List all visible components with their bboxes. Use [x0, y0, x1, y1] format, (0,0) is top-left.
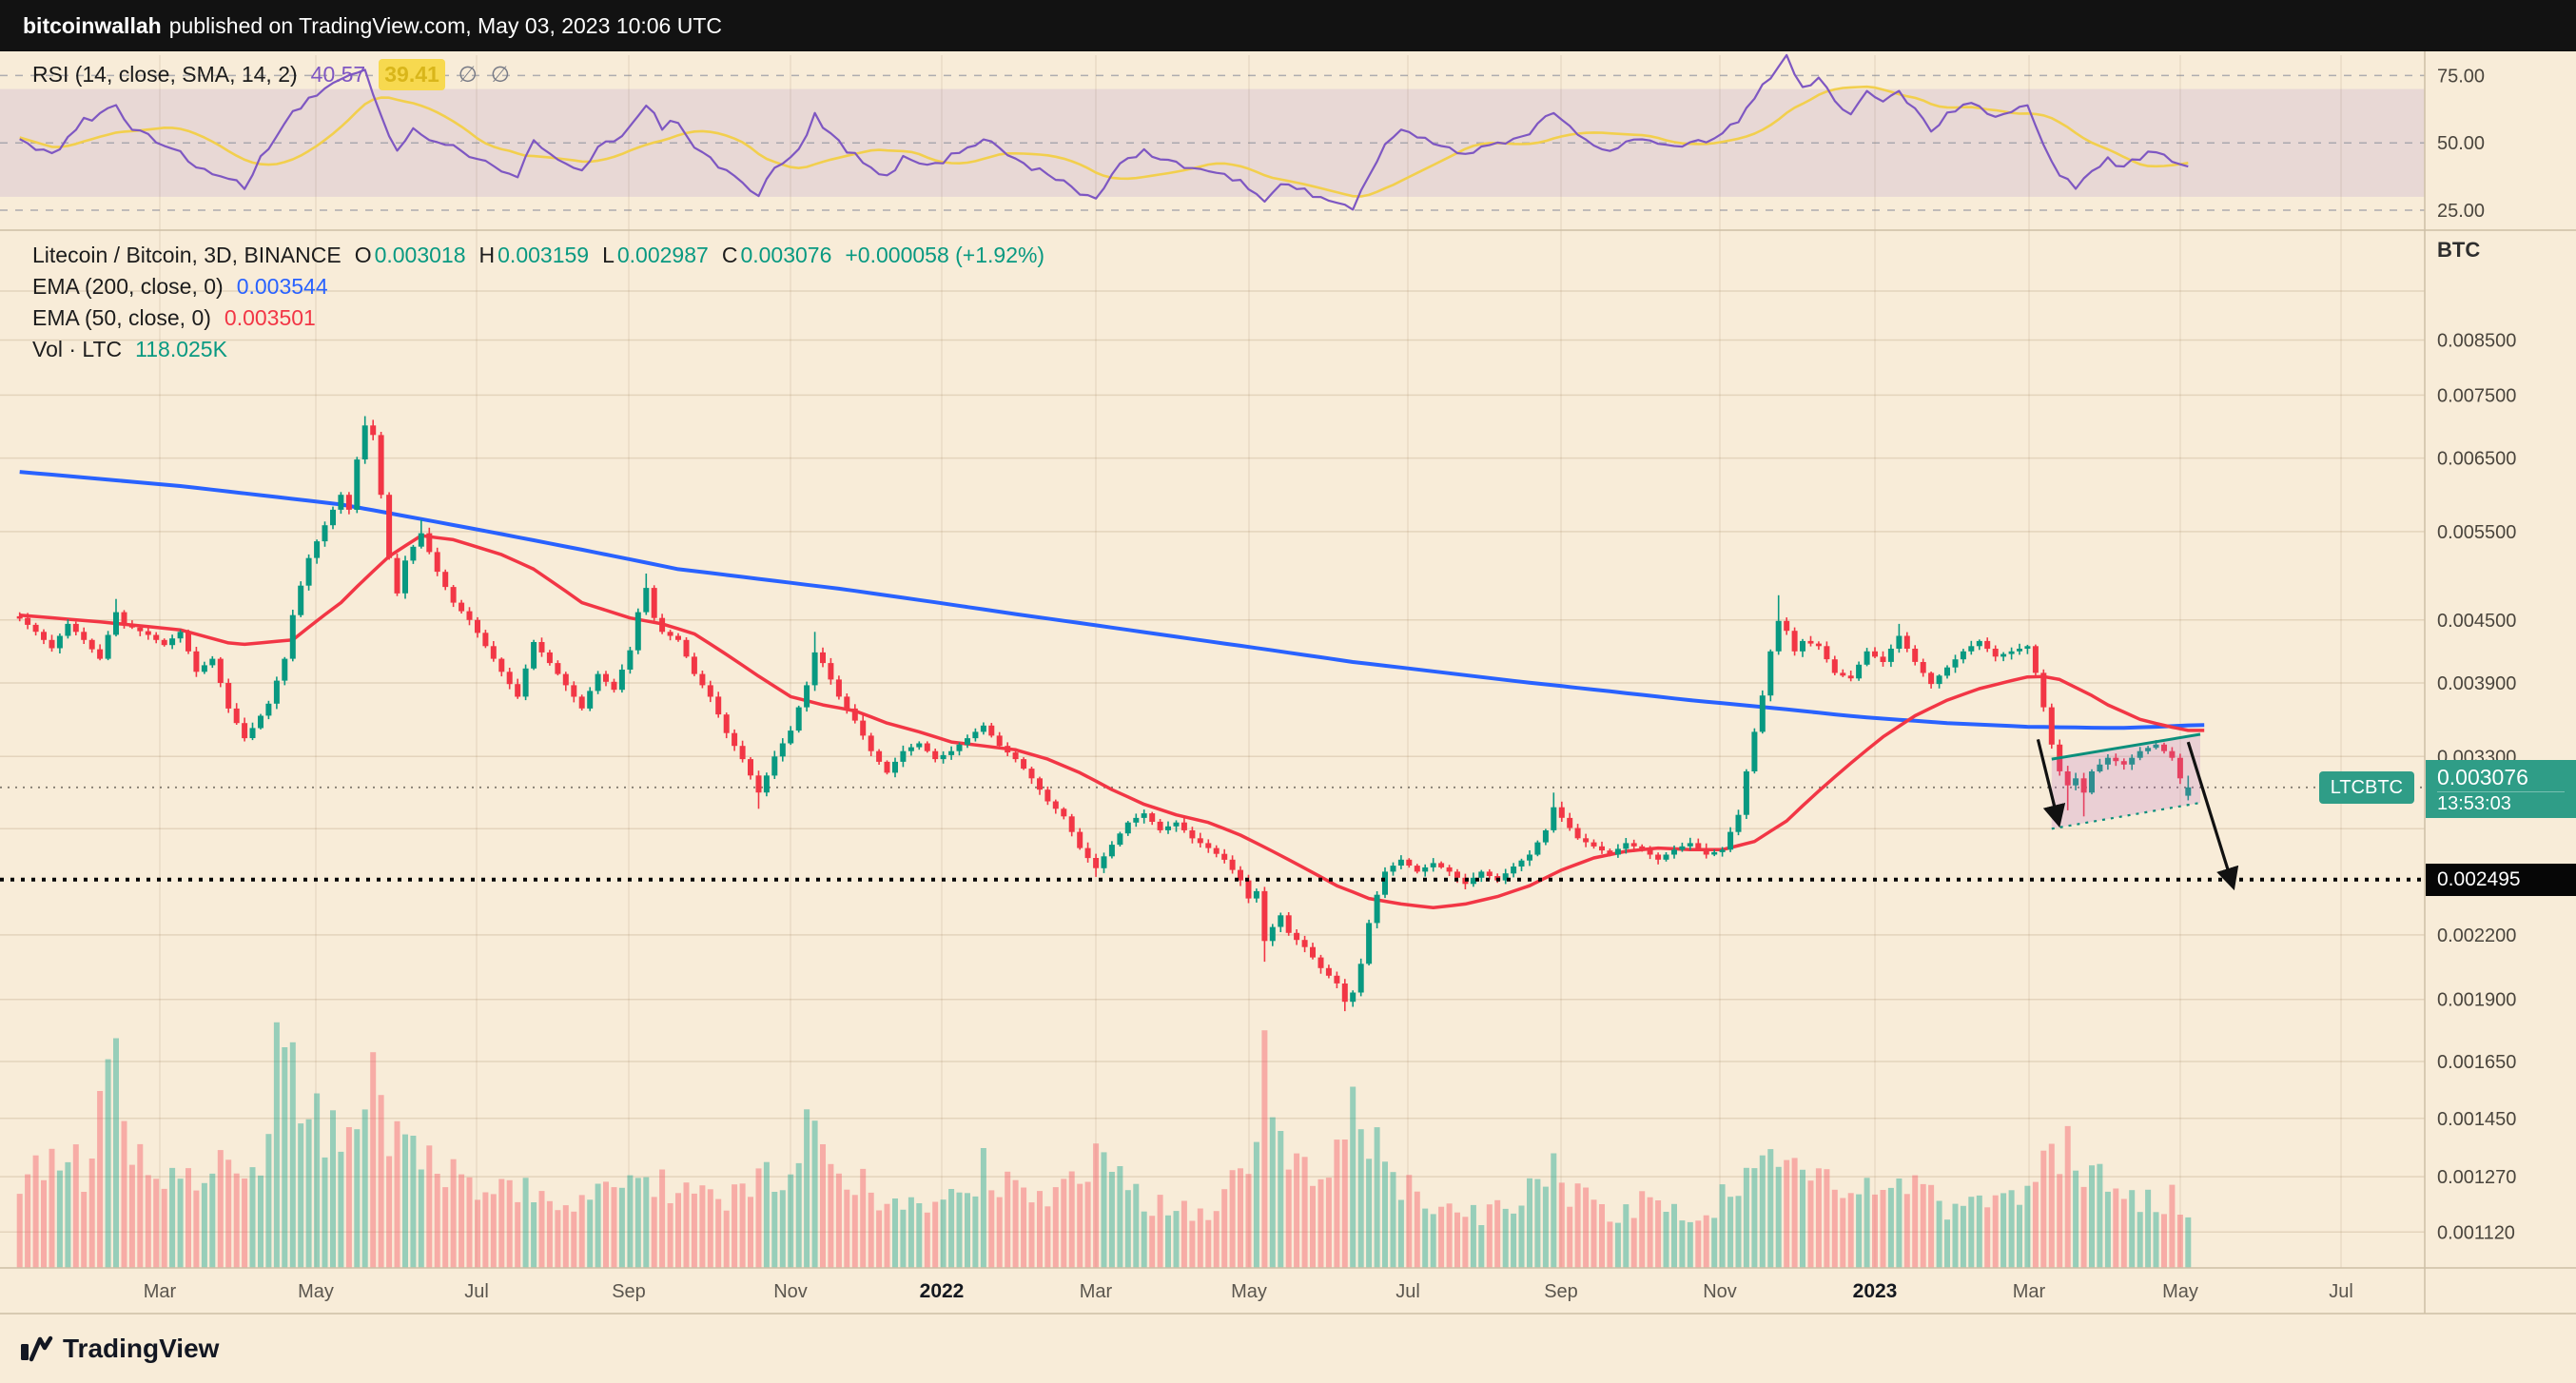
- channel-top-line: [2051, 732, 2201, 761]
- svg-text:May: May: [1231, 1281, 1267, 1302]
- rsi-axis-label: 50.00: [2437, 133, 2485, 154]
- ohlc-high: H 0.003159: [479, 240, 590, 271]
- ohlc-open: O 0.003018: [355, 240, 466, 271]
- ema200-value: 0.003544: [236, 274, 328, 299]
- svg-text:0.004500: 0.004500: [2437, 611, 2516, 632]
- ema200-label: EMA (200, close, 0): [32, 274, 224, 299]
- ema200-legend-row: EMA (200, close, 0) 0.003544: [32, 271, 1044, 302]
- svg-text:Mar: Mar: [144, 1281, 177, 1302]
- footer: TradingView: [0, 1314, 2576, 1383]
- symbol-price-tag: LTCBTC: [2318, 770, 2414, 804]
- svg-text:0.005500: 0.005500: [2437, 522, 2516, 543]
- main-legend: Litecoin / Bitcoin, 3D, BINANCE O 0.0030…: [32, 240, 1044, 365]
- rsi-sma-value: 39.41: [379, 59, 445, 90]
- volume-legend-row: Vol · LTC 118.025K: [32, 334, 1044, 365]
- annotation-price-label: 0.002495: [2426, 863, 2576, 896]
- rsi-legend: RSI (14, close, SMA, 14, 2) 40.57 39.41 …: [32, 59, 510, 90]
- rsi-line: [19, 53, 2189, 211]
- svg-text:Jul: Jul: [1395, 1281, 1420, 1302]
- ema50-line: [19, 534, 2205, 910]
- rsi-axis-label: 75.00: [2437, 66, 2485, 87]
- empty-set-icon: ∅: [458, 62, 478, 87]
- drawn-arrow: [2036, 739, 2066, 828]
- time-axis[interactable]: Mar May Jul Sep Nov 2022 Mar May Jul Sep Nov 2023 Ma…: [144, 1280, 2353, 1302]
- ema50-label: EMA (50, close, 0): [32, 305, 211, 330]
- volume-layer: [16, 1022, 2192, 1268]
- symbol-title: Litecoin / Bitcoin, 3D, BINANCE: [32, 243, 342, 267]
- high-label: H: [478, 243, 496, 267]
- svg-text:2022: 2022: [920, 1280, 965, 1302]
- ohlc-low: L 0.002987: [602, 240, 709, 271]
- svg-text:May: May: [298, 1281, 334, 1302]
- rsi-axis-label: 25.00: [2437, 201, 2485, 222]
- rsi-sma-line: [19, 85, 2189, 198]
- close-value: 0.003076: [740, 243, 832, 267]
- volume-value: 118.025K: [135, 337, 227, 361]
- svg-text:2023: 2023: [1853, 1280, 1898, 1302]
- svg-text:0.001650: 0.001650: [2437, 1052, 2516, 1073]
- svg-text:0.007500: 0.007500: [2437, 385, 2516, 406]
- svg-text:Jul: Jul: [464, 1281, 489, 1302]
- empty-set-icon: ∅: [490, 62, 510, 87]
- low-label: L: [602, 243, 615, 267]
- rsi-lines: [19, 53, 2189, 211]
- bar-countdown: 13:53:03: [2437, 790, 2565, 815]
- price-axis-unit: BTC: [2437, 238, 2481, 262]
- svg-text:Mar: Mar: [2013, 1281, 2046, 1302]
- svg-text:0.006500: 0.006500: [2437, 449, 2516, 470]
- svg-text:Sep: Sep: [612, 1281, 646, 1302]
- svg-text:Jul: Jul: [2329, 1281, 2353, 1302]
- rsi-indicator-label: RSI (14, close, SMA, 14, 2): [32, 62, 298, 87]
- tradingview-logo-icon[interactable]: [19, 1332, 53, 1366]
- svg-text:0.003900: 0.003900: [2437, 673, 2516, 694]
- svg-text:Nov: Nov: [773, 1281, 808, 1302]
- rsi-value: 40.57: [310, 62, 366, 87]
- svg-text:Nov: Nov: [1703, 1281, 1737, 1302]
- ema50-legend-row: EMA (50, close, 0) 0.003501: [32, 302, 1044, 334]
- change-value: +0.000058 (+1.92%): [845, 243, 1045, 267]
- drawn-arrow: [2186, 741, 2239, 891]
- svg-text:0.001450: 0.001450: [2437, 1109, 2516, 1130]
- current-price-value: 0.003076: [2437, 764, 2528, 789]
- svg-text:0.001900: 0.001900: [2437, 990, 2516, 1011]
- publish-info: published on TradingView.com, May 03, 20…: [168, 12, 722, 38]
- ohlc-close: C 0.003076: [722, 240, 832, 271]
- svg-text:0.001270: 0.001270: [2437, 1167, 2516, 1188]
- svg-text:May: May: [2162, 1281, 2198, 1302]
- open-label: O: [354, 243, 372, 267]
- svg-text:0.002200: 0.002200: [2437, 925, 2516, 946]
- annotations-layer[interactable]: [0, 732, 2425, 891]
- ema200-line: [19, 470, 2205, 730]
- rsi-legend-row: RSI (14, close, SMA, 14, 2) 40.57 39.41 …: [32, 59, 510, 90]
- publish-header: bitcoinwallah published on TradingView.c…: [0, 0, 2576, 51]
- svg-text:Sep: Sep: [1544, 1281, 1578, 1302]
- tradingview-brand-text[interactable]: TradingView: [63, 1333, 220, 1363]
- pane-borders: [0, 51, 2576, 1315]
- svg-text:0.001120: 0.001120: [2437, 1222, 2515, 1243]
- svg-text:0.008500: 0.008500: [2437, 331, 2516, 352]
- author-name: bitcoinwallah: [23, 12, 162, 38]
- open-value: 0.003018: [374, 243, 466, 267]
- current-price-label: 0.003076 13:53:03: [2426, 759, 2576, 818]
- ema50-value: 0.003501: [224, 305, 316, 330]
- ema-layer: [19, 470, 2205, 910]
- volume-label: Vol · LTC: [32, 337, 123, 361]
- price-gridlines: [0, 290, 2425, 1234]
- vertical-gridlines: [159, 55, 2342, 1268]
- low-value: 0.002987: [616, 243, 709, 267]
- flag-channel: [2051, 734, 2200, 829]
- price-axis-labels: 0.008500 0.007500 0.006500 0.005500 0.004500…: [2437, 331, 2516, 1244]
- symbol-legend-row: Litecoin / Bitcoin, 3D, BINANCE O 0.0030…: [32, 240, 1044, 271]
- svg-text:Mar: Mar: [1080, 1281, 1113, 1302]
- close-label: C: [721, 243, 738, 267]
- candles-layer: [16, 416, 2192, 1012]
- high-value: 0.003159: [498, 243, 590, 267]
